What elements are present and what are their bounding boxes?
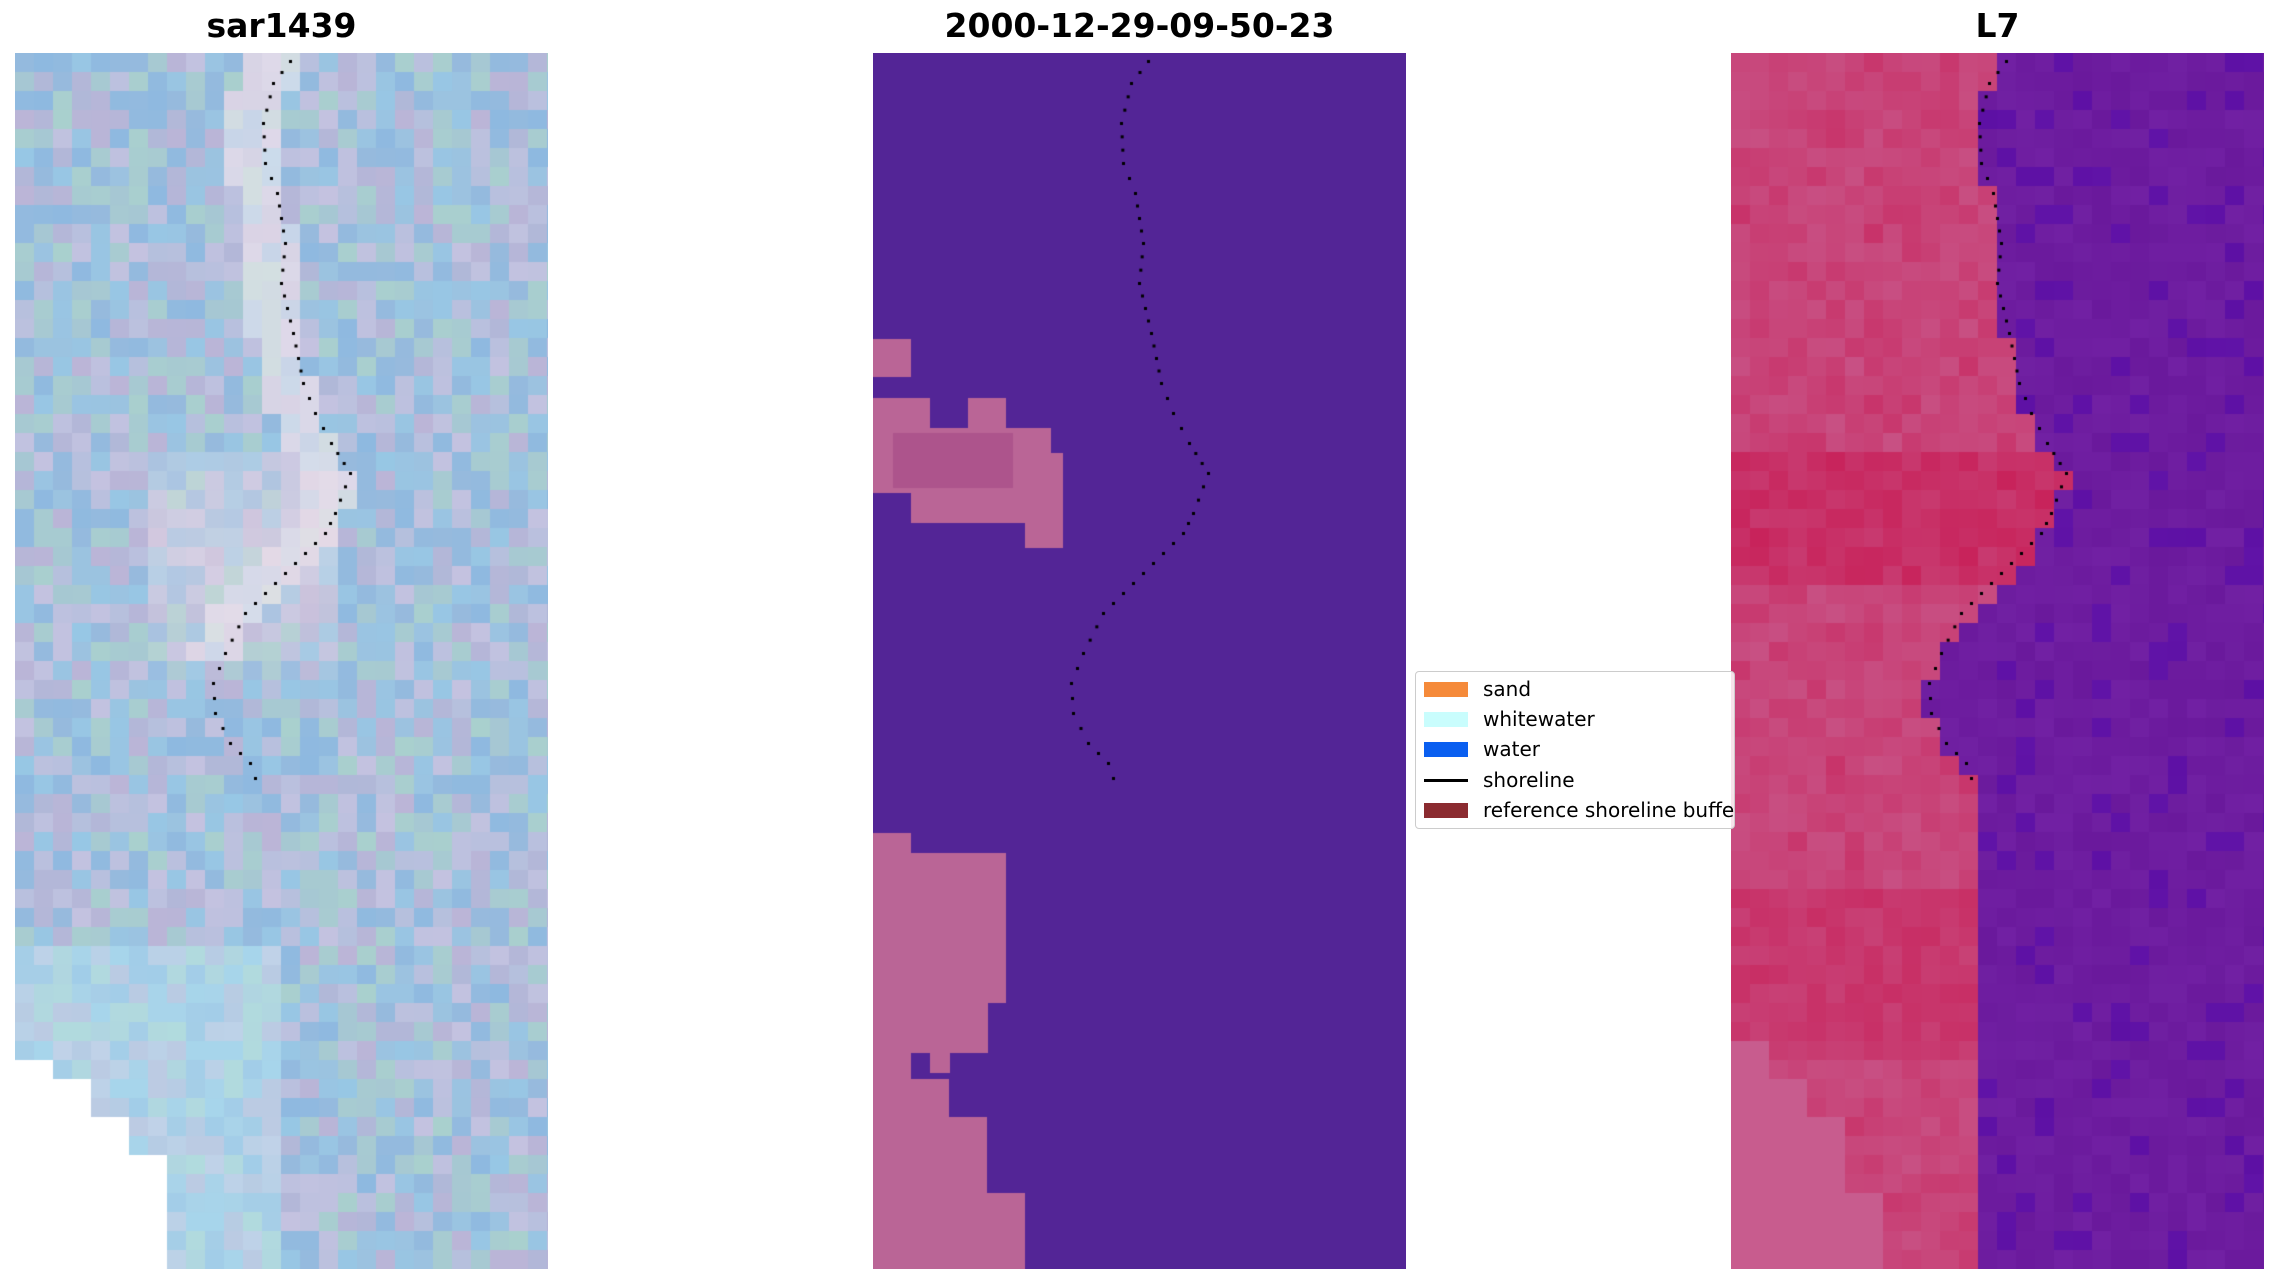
panel-title: L7 — [1975, 6, 2020, 45]
water-swatch — [1424, 741, 1468, 757]
shoreline-line-swatch — [1424, 778, 1468, 782]
legend-label: whitewater — [1483, 707, 1595, 731]
classification-image — [873, 53, 1406, 1269]
legend-item-sand: sand — [1424, 676, 1531, 702]
whitewater-swatch — [1424, 711, 1468, 727]
legend-item-reference-buffer: reference shoreline buffer — [1424, 797, 1735, 823]
panel-title: sar1439 — [206, 6, 357, 45]
legend-item-water: water — [1424, 736, 1540, 762]
panel-title: 2000-12-29-09-50-23 — [944, 6, 1335, 45]
reference-buffer-swatch — [1424, 802, 1468, 818]
legend-item-whitewater: whitewater — [1424, 706, 1595, 732]
legend-label: sand — [1483, 677, 1532, 701]
legend-label: shoreline — [1483, 768, 1575, 792]
l7-image — [1731, 53, 2264, 1269]
legend-item-shoreline: shoreline — [1424, 767, 1575, 793]
sand-swatch — [1424, 681, 1468, 697]
legend: sand whitewater water shoreline referenc… — [1415, 671, 1735, 829]
legend-label: reference shoreline buffer — [1483, 798, 1735, 822]
sar-image — [15, 53, 548, 1269]
legend-label: water — [1483, 737, 1540, 761]
